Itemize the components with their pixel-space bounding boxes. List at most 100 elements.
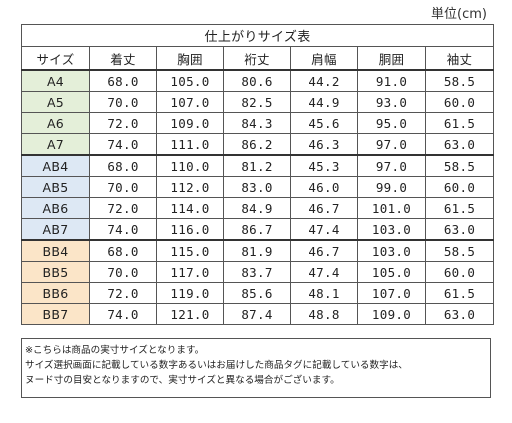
measurement-cell: 107.0: [156, 91, 224, 113]
measurement-cell: 86.7: [223, 218, 291, 241]
column-header: 胸囲: [156, 46, 224, 71]
measurement-cell: 81.2: [223, 154, 291, 177]
table-row: A5 70.0 107.0 82.5 44.9 93.0 60.0: [21, 91, 495, 113]
measurement-cell: 84.3: [223, 112, 291, 134]
measurement-cell: 107.0: [357, 282, 426, 304]
measurement-cell: 105.0: [156, 69, 224, 92]
table-row: BB6 72.0 119.0 85.6 48.1 107.0 61.5: [21, 282, 495, 304]
measurement-cell: 44.9: [290, 91, 358, 113]
measurement-cell: 91.0: [357, 69, 426, 92]
size-label-cell: AB4: [21, 154, 90, 177]
column-header: 胴囲: [357, 46, 426, 71]
measurement-cell: 84.9: [223, 197, 291, 219]
measurement-cell: 58.5: [424, 154, 495, 177]
measurement-cell: 74.0: [89, 303, 157, 325]
measurement-cell: 97.0: [357, 133, 426, 156]
measurement-cell: 45.3: [290, 154, 358, 177]
measurement-cell: 87.4: [223, 303, 291, 325]
measurement-cell: 63.0: [424, 303, 495, 325]
table-title: 仕上がりサイズ表: [20, 24, 495, 47]
column-header: 着丈: [89, 46, 157, 71]
measurement-cell: 83.0: [223, 176, 291, 198]
measurement-cell: 61.5: [424, 282, 495, 304]
measurement-cell: 70.0: [89, 91, 157, 113]
size-label-cell: BB4: [21, 239, 90, 262]
size-label-cell: BB5: [21, 261, 90, 283]
measurement-cell: 101.0: [357, 197, 426, 219]
measurement-cell: 110.0: [156, 154, 224, 177]
unit-label: 単位(cm): [431, 7, 487, 22]
size-label-cell: A5: [21, 91, 90, 113]
measurement-cell: 121.0: [156, 303, 224, 325]
size-label-cell: BB6: [21, 282, 90, 304]
table-row: AB4 68.0 110.0 81.2 45.3 97.0 58.5: [21, 154, 495, 177]
size-label-cell: A7: [21, 133, 90, 156]
measurement-cell: 116.0: [156, 218, 224, 241]
measurement-cell: 58.5: [424, 69, 495, 92]
measurement-cell: 68.0: [89, 154, 157, 177]
measurement-cell: 61.5: [424, 197, 495, 219]
measurement-cell: 83.7: [223, 261, 291, 283]
column-header: 裄丈: [223, 46, 291, 71]
measurement-cell: 72.0: [89, 197, 157, 219]
measurement-cell: 112.0: [156, 176, 224, 198]
measurement-cell: 47.4: [290, 218, 358, 241]
note-line: サイズ選択画面に記載している数字あるいはお届けした商品タグに記載している数字は、: [25, 360, 408, 371]
measurement-cell: 74.0: [89, 218, 157, 241]
size-notes: ※こちらは商品の実寸サイズとなります。 サイズ選択画面に記載している数字あるいは…: [21, 338, 491, 398]
size-label-cell: BB7: [21, 303, 90, 325]
measurement-cell: 109.0: [156, 112, 224, 134]
measurement-cell: 97.0: [357, 154, 426, 177]
measurement-cell: 115.0: [156, 239, 224, 262]
note-line: ヌード寸の目安となりますので、実寸サイズと異なる場合がございます。: [25, 375, 340, 386]
measurement-cell: 72.0: [89, 112, 157, 134]
measurement-cell: 48.8: [290, 303, 358, 325]
measurement-cell: 93.0: [357, 91, 426, 113]
measurement-cell: 70.0: [89, 176, 157, 198]
measurement-cell: 47.4: [290, 261, 358, 283]
table-row: AB5 70.0 112.0 83.0 46.0 99.0 60.0: [21, 176, 495, 198]
measurement-cell: 103.0: [357, 239, 426, 262]
table-row: AB7 74.0 116.0 86.7 47.4 103.0 63.0: [21, 218, 495, 241]
size-label-cell: AB5: [21, 176, 90, 198]
note-line: ※こちらは商品の実寸サイズとなります。: [25, 345, 205, 356]
column-header: サイズ: [21, 46, 90, 71]
size-label-cell: AB6: [21, 197, 90, 219]
measurement-cell: 74.0: [89, 133, 157, 156]
measurement-cell: 86.2: [223, 133, 291, 156]
measurement-cell: 114.0: [156, 197, 224, 219]
table-row: A7 74.0 111.0 86.2 46.3 97.0 63.0: [21, 133, 495, 156]
measurement-cell: 63.0: [424, 133, 495, 156]
table-body: A4 68.0 105.0 80.6 44.2 91.0 58.5 A5 70.0 107.0 82…: [21, 69, 495, 325]
measurement-cell: 63.0: [424, 218, 495, 241]
measurement-cell: 60.0: [424, 261, 495, 283]
table-row: BB7 74.0 121.0 87.4 48.8 109.0 63.0: [21, 303, 495, 325]
measurement-cell: 72.0: [89, 282, 157, 304]
column-header: 肩幅: [290, 46, 358, 71]
measurement-cell: 60.0: [424, 176, 495, 198]
size-table: 仕上がりサイズ表 サイズ 着丈 胸囲 裄丈 肩幅 胴囲 袖丈 A4 68.0 105.0 80.6…: [20, 24, 495, 325]
measurement-cell: 82.5: [223, 91, 291, 113]
size-label-cell: A4: [21, 69, 90, 92]
measurement-cell: 111.0: [156, 133, 224, 156]
measurement-cell: 105.0: [357, 261, 426, 283]
measurement-cell: 103.0: [357, 218, 426, 241]
measurement-cell: 46.7: [290, 239, 358, 262]
measurement-cell: 46.3: [290, 133, 358, 156]
measurement-cell: 61.5: [424, 112, 495, 134]
measurement-cell: 60.0: [424, 91, 495, 113]
measurement-cell: 99.0: [357, 176, 426, 198]
measurement-cell: 80.6: [223, 69, 291, 92]
size-label-cell: A6: [21, 112, 90, 134]
measurement-cell: 95.0: [357, 112, 426, 134]
measurement-cell: 44.2: [290, 69, 358, 92]
measurement-cell: 46.0: [290, 176, 358, 198]
measurement-cell: 119.0: [156, 282, 224, 304]
measurement-cell: 48.1: [290, 282, 358, 304]
table-row: A6 72.0 109.0 84.3 45.6 95.0 61.5: [21, 112, 495, 134]
measurement-cell: 109.0: [357, 303, 426, 325]
measurement-cell: 46.7: [290, 197, 358, 219]
measurement-cell: 85.6: [223, 282, 291, 304]
table-row: BB5 70.0 117.0 83.7 47.4 105.0 60.0: [21, 261, 495, 283]
